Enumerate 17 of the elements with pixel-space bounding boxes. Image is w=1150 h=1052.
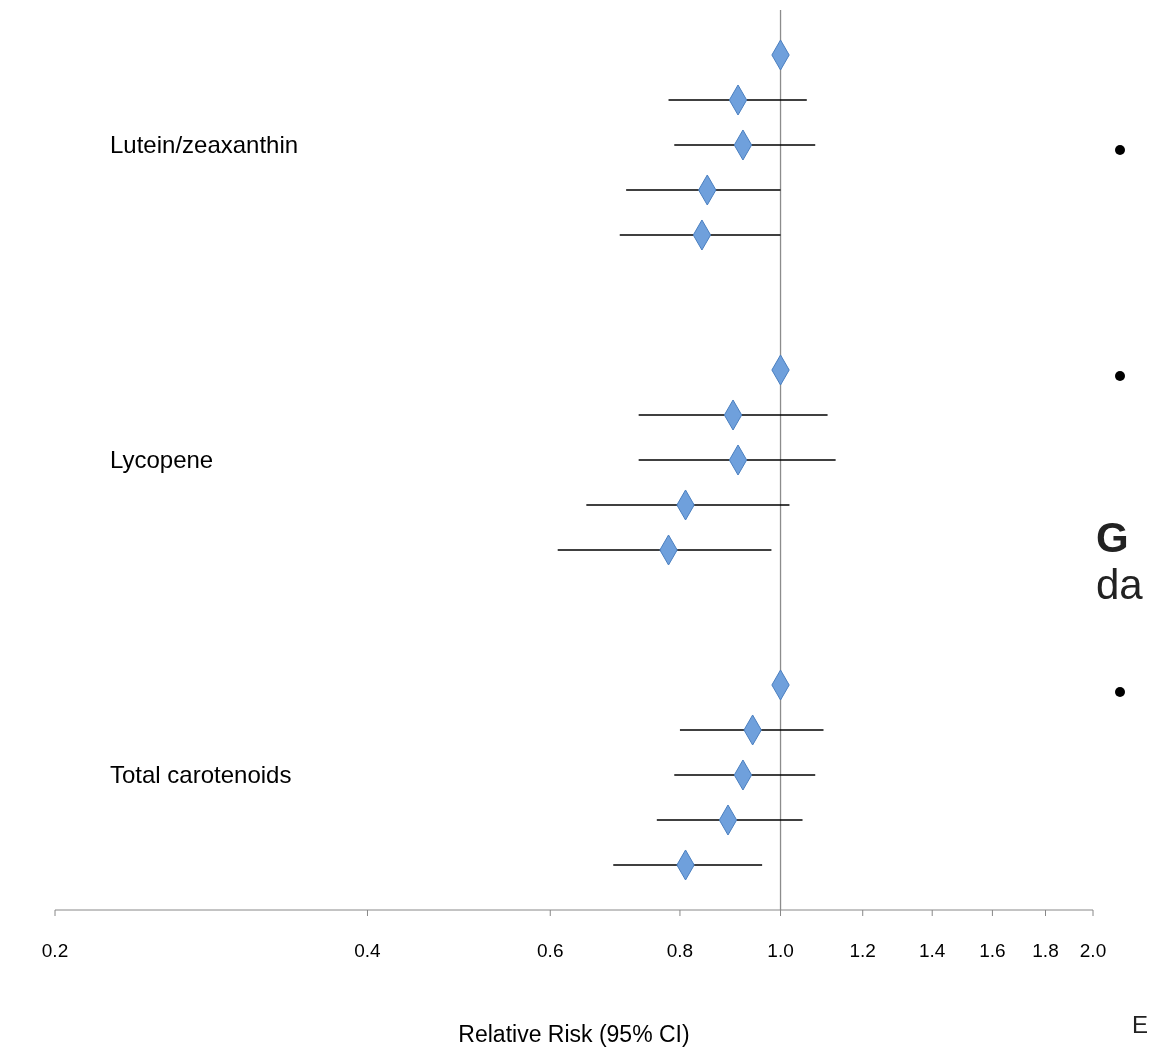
x-axis-title: Relative Risk (95% CI) — [458, 1021, 690, 1047]
x-tick-label: 2.0 — [1079, 940, 1107, 962]
text: da — [1096, 561, 1143, 609]
x-tick-label: 1.2 — [849, 940, 876, 962]
x-tick-label: 0.6 — [537, 940, 564, 962]
x-tick-label: 1.4 — [919, 940, 946, 962]
x-tick-label: 0.4 — [354, 940, 382, 962]
x-tick-label: 1.6 — [979, 940, 1006, 962]
text: E — [1132, 1011, 1149, 1039]
text: G — [1096, 514, 1129, 562]
y-tick-label: Lycopene — [110, 446, 214, 473]
x-tick-label: 0.2 — [41, 940, 69, 962]
x-tick-label: 1.8 — [1032, 940, 1059, 962]
x-tick-label: 0.8 — [666, 940, 694, 962]
x-tick-label: 1.0 — [767, 940, 794, 962]
y-tick-label: Total carotenoids — [110, 761, 292, 788]
y-tick-label: Lutein/zeaxanthin — [110, 131, 299, 158]
